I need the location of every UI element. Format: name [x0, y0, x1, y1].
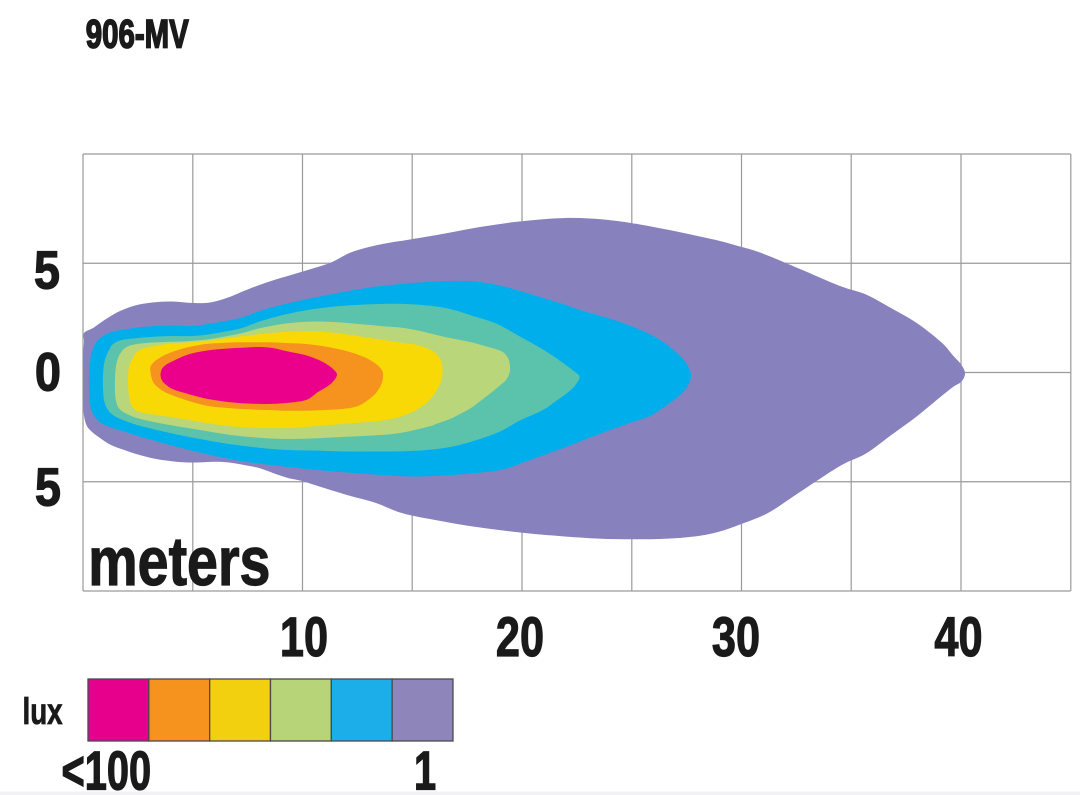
- svg-text:906-MV: 906-MV: [86, 12, 189, 56]
- svg-text:20: 20: [496, 606, 544, 668]
- svg-text:40: 40: [934, 606, 982, 668]
- svg-text:lux: lux: [23, 690, 63, 732]
- svg-text:5: 5: [35, 456, 61, 517]
- svg-text:meters: meters: [88, 523, 270, 600]
- svg-text:10: 10: [280, 606, 328, 668]
- svg-text:5: 5: [34, 239, 60, 300]
- svg-text:<100: <100: [62, 742, 152, 795]
- svg-text:30: 30: [712, 606, 760, 668]
- svg-text:1: 1: [414, 742, 436, 795]
- svg-text:0: 0: [35, 341, 61, 402]
